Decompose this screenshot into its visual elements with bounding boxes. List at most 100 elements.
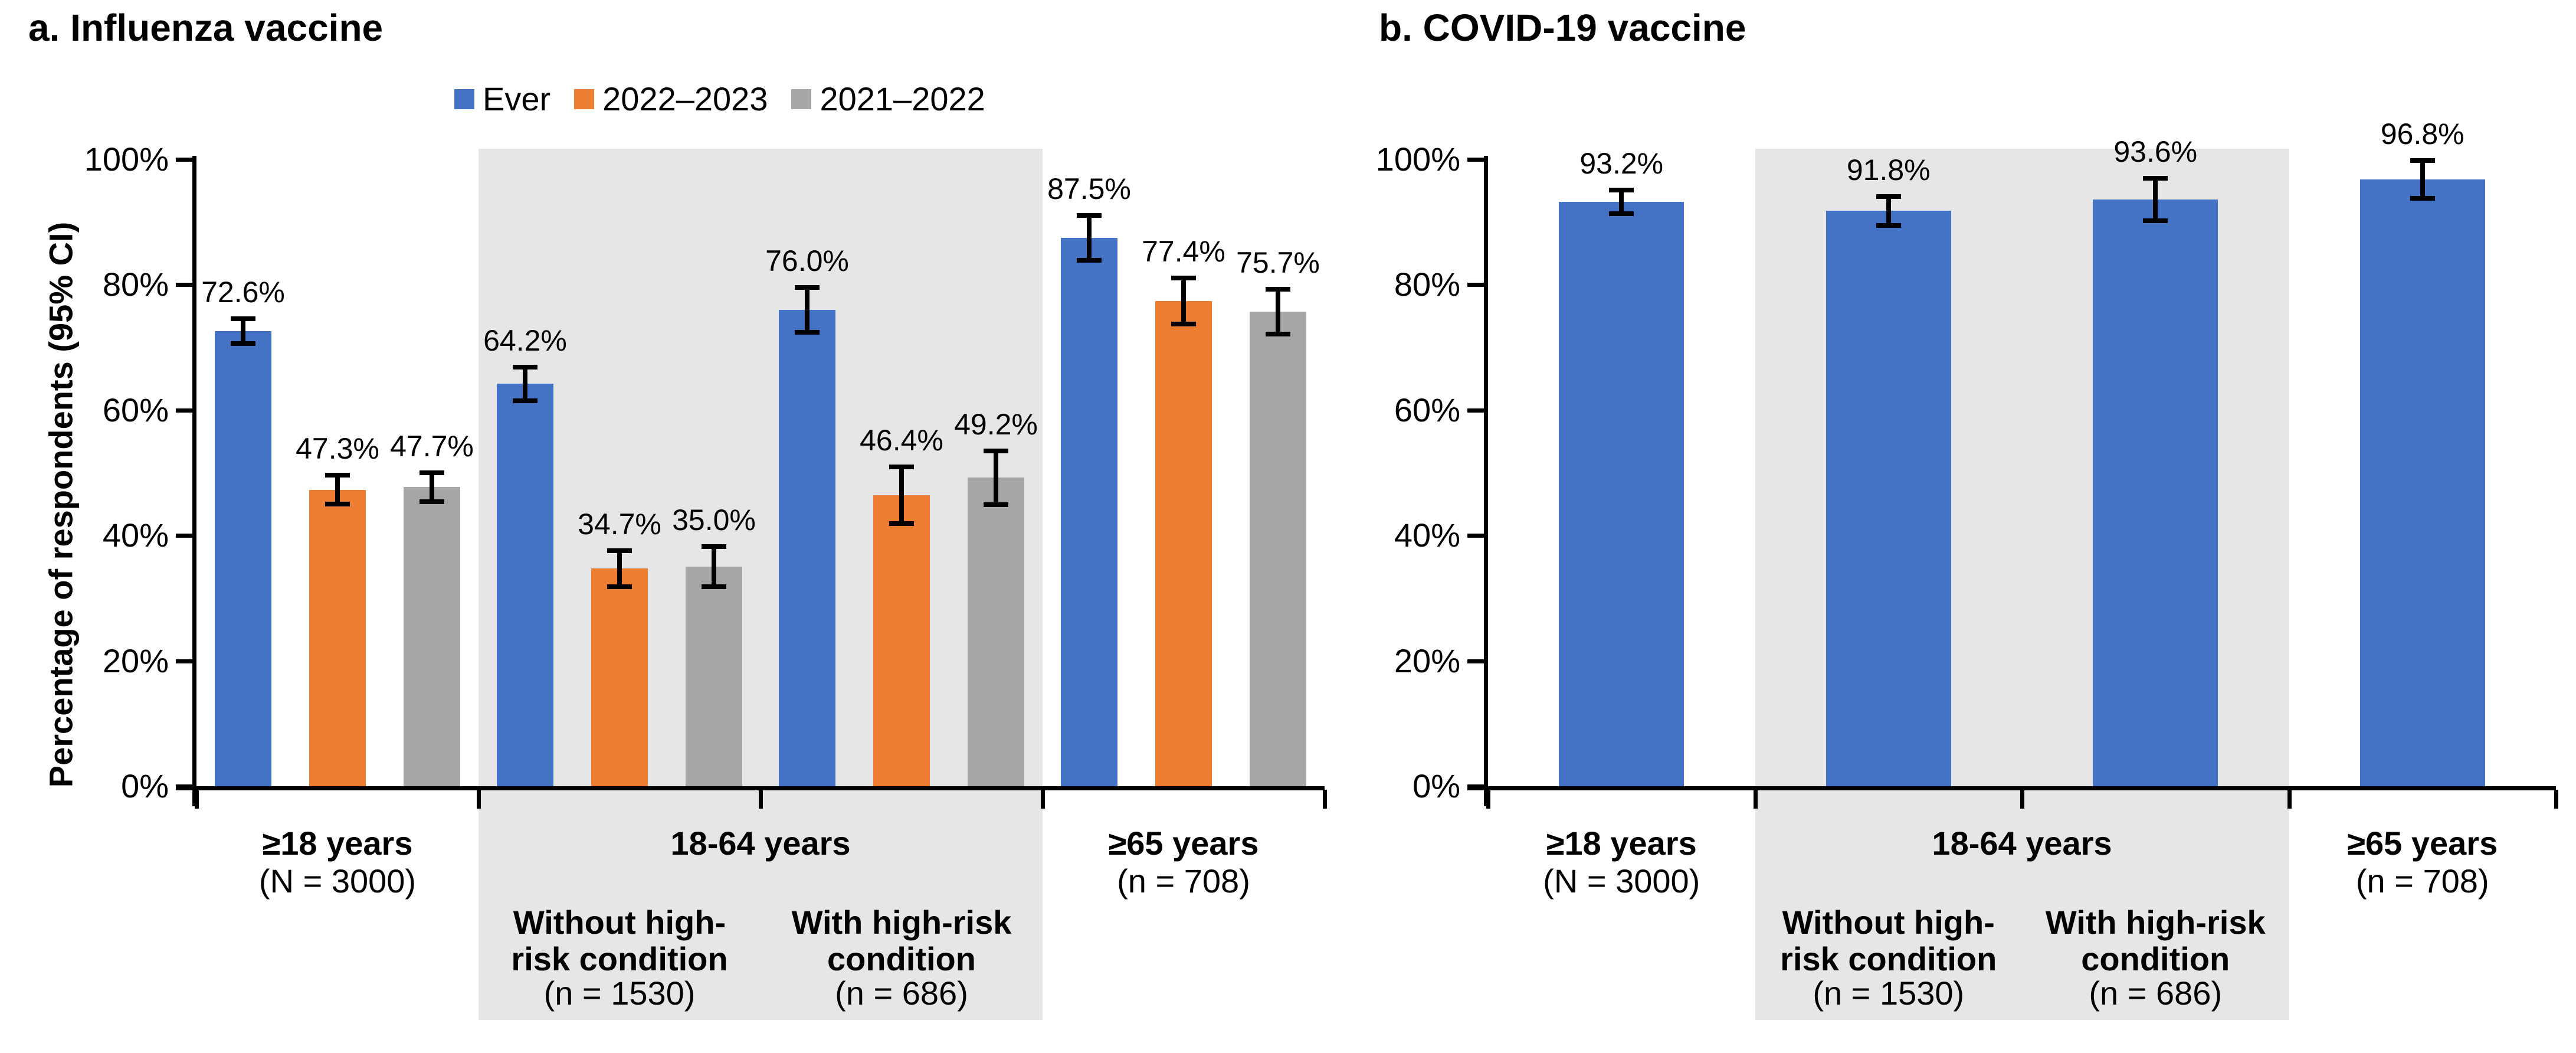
error-bar-line <box>1886 196 1891 225</box>
x-tick <box>1486 790 1490 809</box>
x-tick <box>759 790 763 809</box>
y-tick-label: 40% <box>1394 516 1460 554</box>
y-axis-line <box>192 156 196 806</box>
error-bar-line <box>1087 215 1092 260</box>
error-bar-line <box>1619 190 1624 214</box>
error-bar-line <box>1276 289 1280 335</box>
error-bar-cap-top <box>325 473 350 478</box>
x-tick <box>2287 790 2292 809</box>
error-bar-line <box>2153 178 2158 221</box>
bar <box>591 568 648 786</box>
bar <box>1155 301 1212 786</box>
bar <box>2093 199 2218 786</box>
bar-value-label: 76.0% <box>765 244 849 277</box>
bar-value-label: 35.0% <box>672 503 756 537</box>
error-bar-cap-top <box>2410 158 2435 163</box>
y-tick <box>1467 283 1484 287</box>
x-tick <box>1041 790 1045 809</box>
x-tick <box>195 790 199 809</box>
legend-item-ever: Ever <box>454 81 550 117</box>
category-label: ≥18 years <box>262 825 413 862</box>
error-bar-cap-bottom <box>513 398 538 403</box>
bar <box>215 331 271 786</box>
bar <box>1061 237 1117 786</box>
bar-value-label: 93.2% <box>1579 147 1664 181</box>
bar <box>1826 211 1951 786</box>
y-tick <box>176 408 192 413</box>
error-bar-line <box>1181 277 1186 325</box>
highlight-band <box>479 149 1043 1020</box>
error-bar-cap-top <box>795 284 820 290</box>
bar <box>968 478 1024 786</box>
error-bar-cap-bottom <box>1609 211 1634 217</box>
category-group-label: 18-64 years <box>1932 825 2112 862</box>
y-tick <box>1467 534 1484 538</box>
y-tick-label: 80% <box>1394 266 1460 303</box>
x-axis-line <box>176 786 1325 790</box>
error-bar-cap-top <box>419 470 444 475</box>
bar-value-label: 64.2% <box>483 323 567 357</box>
bar-value-label: 75.7% <box>1236 246 1320 279</box>
legend-label-ever: Ever <box>483 80 551 117</box>
bar-value-label: 49.2% <box>954 407 1038 441</box>
error-bar-line <box>241 318 245 344</box>
y-tick-label: 100% <box>84 140 169 178</box>
legend-swatch-2022-2023 <box>574 89 595 109</box>
legend-label-2021-2022: 2021–2022 <box>820 80 985 117</box>
bar-value-label: 93.6% <box>2113 135 2198 168</box>
y-tick <box>176 158 192 162</box>
y-tick <box>1467 158 1484 162</box>
bar <box>1559 202 1684 786</box>
error-bar-line <box>805 287 809 333</box>
legend-item-2022-2023: 2022–2023 <box>574 81 768 117</box>
error-bar-cap-bottom <box>2410 195 2435 201</box>
bar <box>873 495 930 786</box>
error-bar-cap-bottom <box>419 499 444 504</box>
error-bar-cap-bottom <box>607 584 632 590</box>
y-tick <box>1467 408 1484 413</box>
subcategory-label: Without high-risk condition <box>1780 904 1997 977</box>
x-tick <box>2020 790 2024 809</box>
bar <box>2359 179 2485 786</box>
category-n-label: (N = 3000) <box>258 862 417 900</box>
error-bar-line <box>617 550 622 587</box>
y-tick <box>1467 784 1484 789</box>
bar-value-label: 46.4% <box>860 424 943 457</box>
y-tick-label: 60% <box>1394 391 1460 429</box>
error-bar-cap-top <box>1266 286 1290 292</box>
error-bar-cap-bottom <box>984 502 1008 508</box>
subcategory-label: With high-risk condition <box>791 904 1012 977</box>
subcategory-label: With high-risk condition <box>2045 904 2266 977</box>
error-bar-cap-top <box>984 448 1008 453</box>
y-tick <box>176 659 192 663</box>
error-bar-cap-top <box>2143 175 2168 181</box>
subcategory-n-label: (n = 686) <box>835 974 968 1012</box>
error-bar-cap-bottom <box>1077 257 1102 263</box>
error-bar-cap-bottom <box>1266 332 1290 337</box>
error-bar-cap-top <box>702 544 726 550</box>
category-n-label: (n = 708) <box>1117 862 1250 900</box>
bar-value-label: 34.7% <box>578 507 661 541</box>
error-bar-cap-bottom <box>702 584 726 590</box>
error-bar-cap-bottom <box>1171 322 1196 327</box>
y-tick <box>1467 659 1484 663</box>
error-bar-cap-top <box>513 364 538 369</box>
error-bar-cap-top <box>1609 188 1634 193</box>
y-tick <box>176 534 192 538</box>
error-bar-line <box>899 467 904 524</box>
y-tick-label: 20% <box>1394 642 1460 679</box>
error-bar-line <box>994 450 998 505</box>
error-bar-cap-bottom <box>231 341 255 346</box>
x-axis-line <box>1467 786 2556 790</box>
error-bar-cap-bottom <box>795 330 820 335</box>
category-n-label: (n = 708) <box>2355 862 2489 900</box>
bar-value-label: 72.6% <box>201 275 285 309</box>
error-bar-cap-top <box>889 465 914 470</box>
y-axis-title: Percentage of respondents (95% CI) <box>42 221 80 788</box>
bar-value-label: 77.4% <box>1142 234 1225 268</box>
legend-swatch-ever <box>454 89 474 109</box>
error-bar-cap-top <box>607 548 632 553</box>
